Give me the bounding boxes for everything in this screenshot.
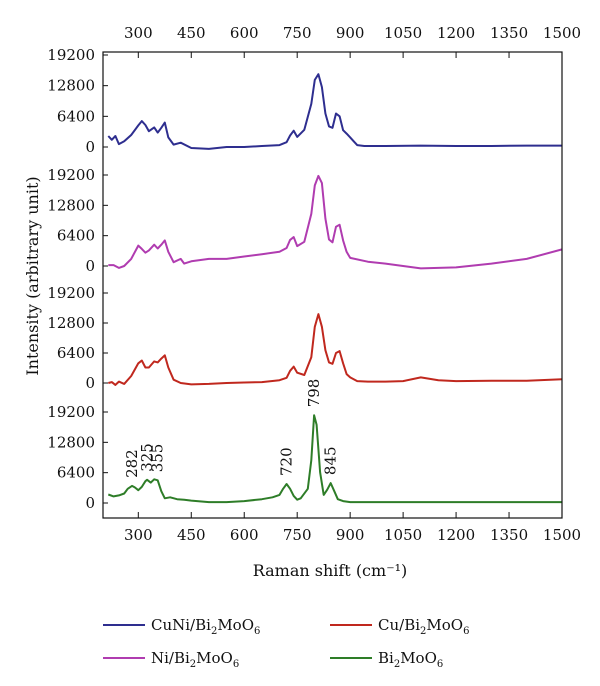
chart-panels (107, 73, 563, 504)
x-tick-label: 750 (283, 526, 312, 544)
peak-label: 282 (123, 449, 141, 478)
top-x-tick-label: 1050 (384, 24, 422, 42)
top-x-tick-label: 1200 (437, 24, 475, 42)
y-tick-label: 19200 (47, 166, 95, 184)
y-tick-label: 6400 (57, 464, 95, 482)
legend-label: Ni/Bi2MoO6 (151, 649, 239, 670)
y-axis-title: Intensity (arbitrary unit) (23, 176, 42, 375)
legend-label: Bi2MoO6 (378, 649, 443, 670)
series-line-Ni (108, 174, 563, 270)
top-x-tick-label: 300 (124, 24, 153, 42)
y-tick-label: 19200 (47, 284, 95, 302)
legend-item-Cu: Cu/Bi2MoO6 (330, 616, 469, 637)
x-tick-label: 450 (177, 526, 206, 544)
x-tick-label: 1500 (543, 526, 581, 544)
legend-item-Bi: Bi2MoO6 (330, 649, 443, 670)
legend-label: CuNi/Bi2MoO6 (151, 616, 260, 637)
top-x-tick-label: 750 (283, 24, 312, 42)
y-tick-label: 0 (85, 138, 95, 156)
y-tick-label: 12800 (47, 314, 95, 332)
legend-item-CuNi: CuNi/Bi2MoO6 (103, 616, 260, 637)
top-x-tick-label: 1350 (490, 24, 528, 42)
legend: CuNi/Bi2MoO6 Cu/Bi2MoO6 Ni/Bi2MoO6 Bi2MoO6 (103, 616, 469, 670)
y-tick-label: 12800 (47, 77, 95, 95)
x-tick-label: 300 (124, 526, 153, 544)
top-x-tick-label: 450 (177, 24, 206, 42)
legend-label: Cu/Bi2MoO6 (378, 616, 469, 637)
peak-label: 355 (149, 444, 167, 473)
peak-label: 325 (138, 443, 156, 472)
y-tick-label: 0 (85, 494, 95, 512)
peak-label: 798 (305, 379, 323, 408)
x-axis-title: Raman shift (cm⁻¹) (253, 561, 408, 580)
x-tick-label: 1200 (437, 526, 475, 544)
y-tick-label: 19200 (47, 46, 95, 64)
series-line-Bi (107, 414, 562, 504)
chart-axes: 300 450 600 750 900 1050 1200 1350 1500 300 450 600… (47, 24, 581, 544)
x-tick-label: 1350 (490, 526, 528, 544)
x-tick-label: 900 (336, 526, 365, 544)
top-x-tick-label: 600 (230, 24, 259, 42)
y-tick-label: 0 (85, 257, 95, 275)
plot-frame (102, 51, 563, 519)
y-tick-label: 6400 (57, 344, 95, 362)
legend-item-Ni: Ni/Bi2MoO6 (103, 649, 239, 670)
x-tick-label: 600 (230, 526, 259, 544)
y-tick-label: 12800 (47, 433, 95, 451)
y-tick-label: 0 (85, 374, 95, 392)
top-x-tick-label: 1500 (543, 24, 581, 42)
peak-label: 720 (278, 447, 296, 476)
y-tick-label: 19200 (47, 403, 95, 421)
top-x-tick-label: 900 (336, 24, 365, 42)
series-line-Cu (108, 313, 563, 386)
peak-label: 845 (322, 446, 340, 475)
y-tick-label: 6400 (57, 227, 95, 245)
series-line-CuNi (107, 73, 562, 150)
x-tick-label: 1050 (384, 526, 422, 544)
y-tick-label: 6400 (57, 107, 95, 125)
y-tick-label: 12800 (47, 196, 95, 214)
